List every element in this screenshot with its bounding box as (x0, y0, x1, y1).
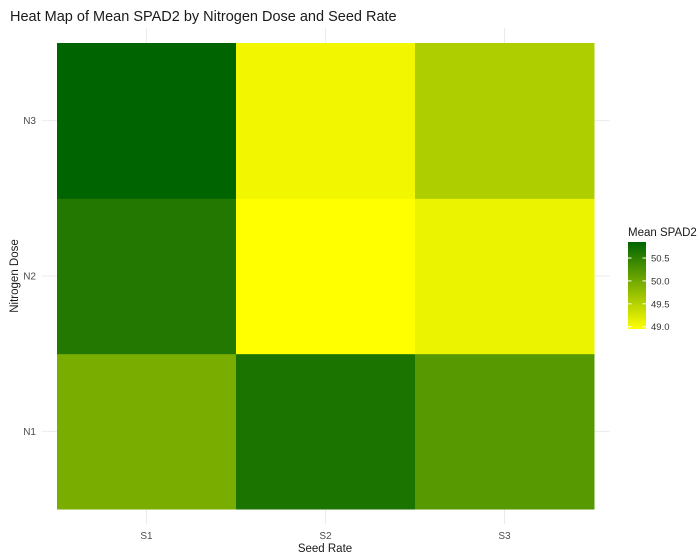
heatmap-cell-N1-S2 (236, 353, 416, 510)
color-legend: Mean SPAD2 49.0 49.5 50.0 50.5 (628, 227, 697, 333)
x-axis-ticks: S1 S2 S3 (140, 531, 511, 542)
chart-title: Heat Map of Mean SPAD2 by Nitrogen Dose … (10, 9, 397, 25)
legend-tick-label: 49.0 (651, 322, 670, 333)
legend-color-bar (628, 242, 646, 329)
heatmap-cell-N3-S2 (236, 43, 416, 199)
legend-tick-label: 50.5 (651, 254, 670, 265)
heatmap-cell-N2-S1 (57, 198, 237, 355)
x-tick-label: S3 (498, 531, 511, 542)
y-tick-label: N2 (23, 272, 36, 283)
heatmap-cell-N2-S3 (415, 198, 595, 355)
heatmap-cell-N1-S1 (57, 353, 237, 510)
x-tick-label: S1 (140, 531, 153, 542)
legend-title: Mean SPAD2 (628, 227, 697, 239)
legend-tick-label: 50.0 (651, 276, 670, 287)
y-tick-label: N1 (23, 427, 36, 438)
heatmap-cell-N3-S1 (57, 43, 237, 199)
x-tick-label: S2 (319, 531, 332, 542)
heatmap-cell-N1-S3 (415, 353, 595, 510)
heatmap-cell-N3-S3 (415, 43, 595, 199)
heatmap-cell-N2-S2 (236, 198, 416, 355)
y-axis-ticks: N1 N2 N3 (23, 116, 36, 438)
y-axis-title: Nitrogen Dose (9, 239, 21, 313)
x-axis-title: Seed Rate (298, 543, 352, 555)
y-tick-label: N3 (23, 116, 36, 127)
heatmap-cells (57, 43, 595, 510)
legend-tick-label: 49.5 (651, 299, 670, 310)
legend-ticks: 49.0 49.5 50.0 50.5 (628, 254, 670, 333)
